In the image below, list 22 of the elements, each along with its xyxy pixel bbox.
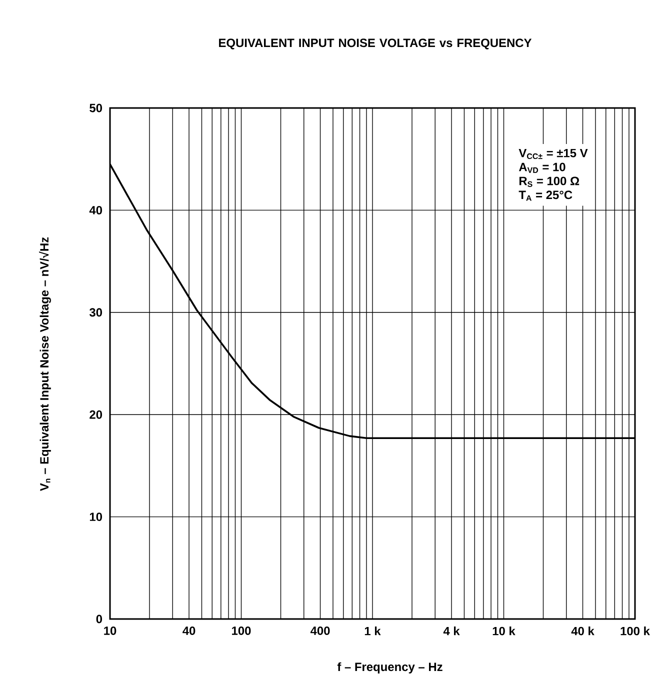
y-tick-label: 40 — [89, 206, 102, 214]
annotation: A$_{VD}$ = 10 — [518, 162, 566, 173]
y-tick-label: 10 — [90, 512, 102, 522]
y-tick-label: 0 — [96, 614, 102, 624]
annotation: V$_{CC±}$ = ±15 V — [518, 148, 588, 160]
x-tick-label: 4 k — [443, 626, 460, 636]
y-axis-title: V$_{n}$ – Equivalent Input Noise Voltage – nV/√Hz — [39, 237, 51, 491]
x-tick-label: 40 k — [571, 626, 594, 636]
x-tick-label: 100 k — [620, 626, 650, 636]
x-tick-label: 10 k — [492, 626, 516, 636]
annotation: T$_{A}$ = 25°C — [518, 190, 572, 201]
y-tick-label: 20 — [90, 410, 102, 419]
x-axis-title: f – Frequency – Hz — [337, 662, 442, 674]
x-tick-label: 1 k — [364, 626, 381, 636]
y-tick-label: 30 — [89, 308, 102, 317]
x-tick-label: 400 — [310, 626, 330, 635]
x-tick-label: 40 — [182, 626, 196, 635]
chart-title: EQUIVALENT INPUT NOISE VOLTAGE vs FREQUENCY — [219, 38, 532, 50]
y-tick-label: 50 — [90, 104, 102, 112]
x-tick-label: 100 — [232, 626, 251, 635]
annotation: R$_{S}$ = 100 Ω — [519, 176, 580, 187]
x-tick-label: 10 — [104, 626, 116, 635]
